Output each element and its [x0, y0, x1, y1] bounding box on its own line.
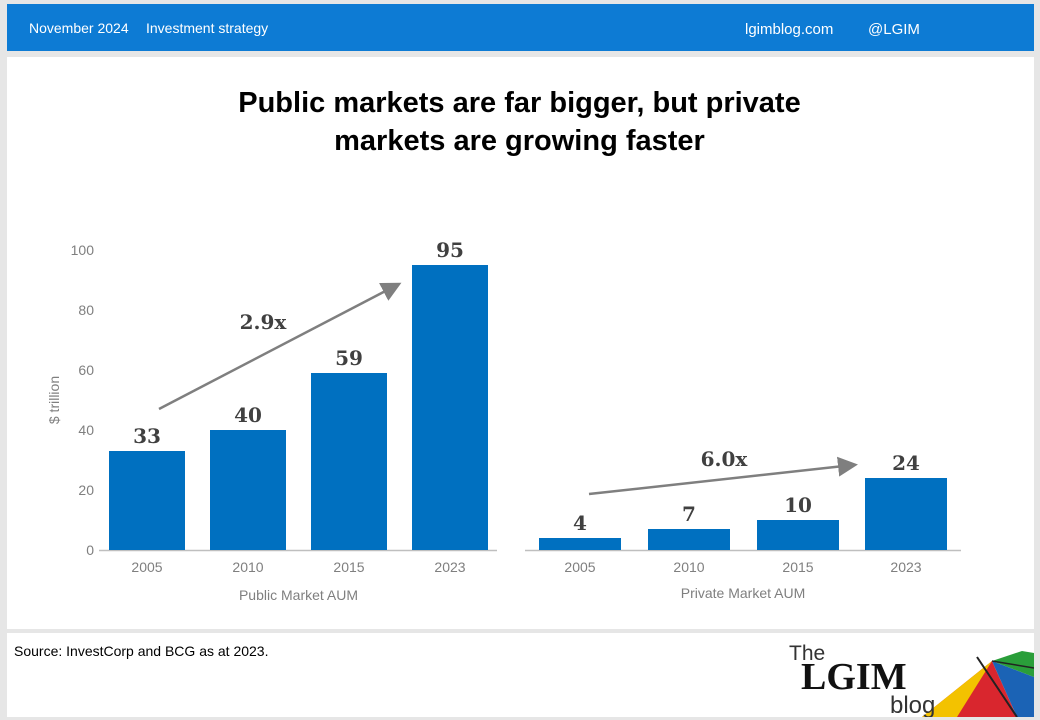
logo-name: LGIM [801, 656, 907, 698]
y-tick-label: 0 [86, 542, 94, 558]
x-tick-label: 2005 [564, 559, 595, 575]
data-label: 10 [784, 493, 812, 517]
x-tick-label: 2015 [782, 559, 813, 575]
x-tick-label: 2023 [434, 559, 465, 575]
public-market-chart: 0 20 40 60 80 100 $ trillion 33 2005 40 2010 59 2015… [46, 238, 497, 603]
data-label: 24 [892, 451, 920, 475]
header-handle-link[interactable]: @LGIM [868, 21, 920, 38]
bar-2023 [412, 265, 488, 550]
data-label: 33 [133, 424, 161, 448]
x-tick-label: 2010 [232, 559, 263, 575]
data-label: 4 [573, 511, 587, 535]
source-note: Source: InvestCorp and BCG as at 2023. [14, 643, 269, 659]
data-label: 7 [682, 502, 696, 526]
x-tick-label: 2005 [131, 559, 162, 575]
bar-2023 [865, 478, 947, 550]
bar-2005 [109, 451, 185, 550]
private-market-chart: 4 2005 7 2010 10 2015 24 2023 6.0x Private Market… [525, 447, 961, 601]
x-axis-label: Public Market AUM [239, 587, 358, 603]
data-label: 59 [335, 346, 363, 370]
y-tick-label: 20 [78, 482, 94, 498]
umbrella-icon [922, 651, 1034, 717]
title-line-2: markets are growing faster [334, 125, 705, 157]
y-tick-label: 100 [71, 242, 95, 258]
bar-2010 [648, 529, 730, 550]
growth-annotation: 2.9x [240, 310, 288, 334]
bar-2010 [210, 430, 286, 550]
header-date: November 2024 [29, 20, 129, 36]
growth-annotation: 6.0x [701, 447, 749, 471]
logo-the: The [789, 642, 825, 665]
footer: Source: InvestCorp and BCG as at 2023. T… [7, 633, 1034, 717]
x-tick-label: 2010 [673, 559, 704, 575]
growth-arrow [588, 456, 858, 496]
bar-2015 [311, 373, 387, 550]
y-tick-label: 40 [78, 422, 94, 438]
y-axis-label: $ trillion [46, 376, 62, 424]
header-site-link[interactable]: lgimblog.com [745, 21, 834, 38]
chart-title: Public markets are far bigger, but priva… [7, 84, 1032, 160]
logo-blog: blog [890, 692, 935, 717]
chart-panel: Public markets are far bigger, but priva… [7, 57, 1034, 629]
y-tick-label: 80 [78, 302, 94, 318]
data-label: 40 [234, 403, 262, 427]
x-axis-label: Private Market AUM [681, 585, 805, 601]
bar-charts: 0 20 40 60 80 100 $ trillion 33 2005 40 2010 59 2015… [46, 238, 961, 603]
bar-2005 [539, 538, 621, 550]
bar-2015 [757, 520, 839, 550]
header-bar: November 2024 Investment strategy lgimbl… [7, 4, 1034, 51]
y-tick-label: 60 [78, 362, 94, 378]
title-line-1: Public markets are far bigger, but priva… [238, 87, 801, 119]
lgim-blog-logo[interactable]: The LGIM blog [777, 633, 1034, 717]
x-tick-label: 2023 [890, 559, 921, 575]
x-tick-label: 2015 [333, 559, 364, 575]
growth-arrow [158, 282, 402, 411]
header-topic: Investment strategy [146, 20, 269, 36]
data-label: 95 [436, 238, 464, 262]
